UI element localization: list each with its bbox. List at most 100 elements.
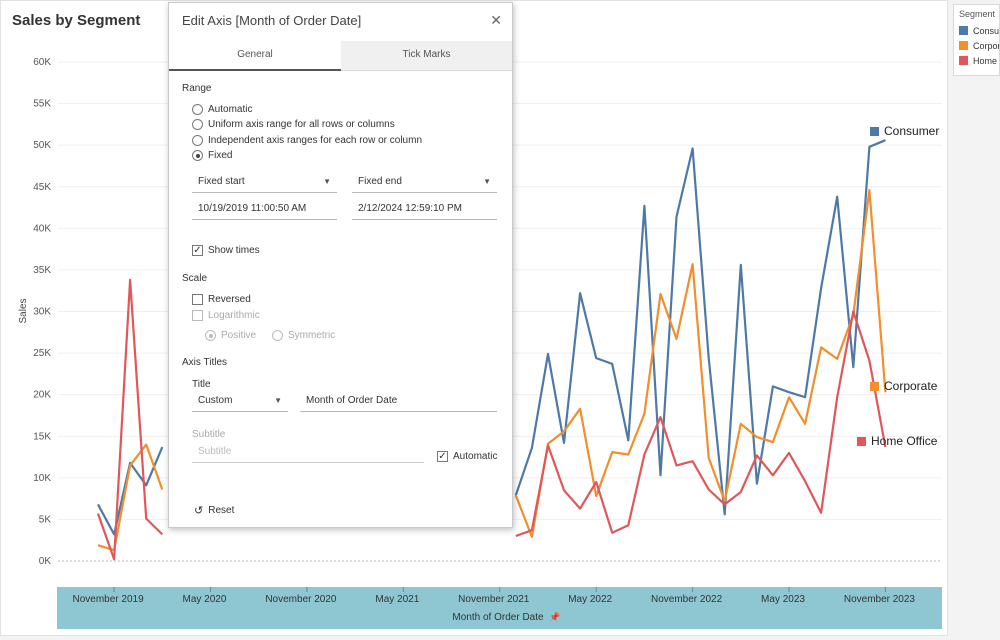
close-icon[interactable]: ✕ <box>490 12 502 28</box>
range-automatic-radio[interactable] <box>192 104 203 115</box>
reset-label: Reset <box>208 505 235 516</box>
x-axis-highlight <box>57 587 942 629</box>
y-tick-label: 50K <box>33 140 51 151</box>
range-uniform-label: Uniform axis range for all rows or colum… <box>208 119 395 130</box>
end-label-consumer-text: Consumer <box>884 124 940 138</box>
series-line-consumer <box>97 139 886 536</box>
title-mode-value: Custom <box>198 395 233 406</box>
legend-item-consumer[interactable]: Consumer <box>954 23 999 38</box>
end-label-corporate: Corporate <box>870 379 937 393</box>
y-tick-label: 60K <box>33 57 51 68</box>
range-fixed-radio[interactable] <box>192 150 203 161</box>
logarithmic-option: Logarithmic <box>192 310 260 321</box>
range-automatic-option[interactable]: Automatic <box>192 104 252 115</box>
chevron-down-icon: ▼ <box>274 396 282 405</box>
range-independent-radio[interactable] <box>192 135 203 146</box>
range-uniform-option[interactable]: Uniform axis range for all rows or colum… <box>192 119 395 130</box>
subtitle-label: Subtitle <box>192 429 226 440</box>
dialog-title: Edit Axis [Month of Order Date] <box>182 13 362 28</box>
scale-section-label: Scale <box>182 273 208 284</box>
legend-title: Segment <box>959 9 996 19</box>
x-tick-label: November 2021 <box>458 594 530 605</box>
fixed-start-dropdown-label: Fixed start <box>198 176 245 187</box>
y-axis-label: Sales <box>18 298 29 323</box>
series-line-corporate <box>97 189 887 552</box>
tab-tick-marks[interactable]: Tick Marks <box>402 49 451 60</box>
y-tick-label: 40K <box>33 223 51 234</box>
legend[interactable]: Segment Consumer Corporate Home Office <box>953 4 1000 76</box>
x-tick-label: May 2021 <box>375 594 419 605</box>
logarithmic-checkbox <box>192 310 203 321</box>
y-tick-label: 30K <box>33 307 51 318</box>
x-tick-label: November 2023 <box>844 594 916 605</box>
tab-general[interactable]: General <box>169 41 341 71</box>
positive-label: Positive <box>221 330 257 341</box>
range-fixed-option[interactable]: Fixed <box>192 150 232 161</box>
y-tick-label: 5K <box>39 514 52 525</box>
legend-item-home-office[interactable]: Home Office <box>954 53 999 68</box>
x-tick-label: May 2023 <box>761 594 805 605</box>
series-line-home-office <box>96 278 887 561</box>
range-fixed-label: Fixed <box>208 150 233 161</box>
x-tick-label: May 2020 <box>183 594 227 605</box>
end-label-corporate-swatch <box>870 381 879 391</box>
title-mode-dropdown[interactable]: Custom ▼ <box>192 392 288 412</box>
fixed-start-dropdown[interactable]: Fixed start ▼ <box>192 173 337 193</box>
range-independent-option[interactable]: Independent axis ranges for each row or … <box>192 135 422 146</box>
fixed-end-dropdown[interactable]: Fixed end ▼ <box>352 173 497 193</box>
legend-swatch-corporate <box>959 41 968 50</box>
subtitle-automatic-label: Automatic <box>453 451 498 462</box>
show-times-label: Show times <box>208 245 260 256</box>
reversed-option[interactable]: Reversed <box>192 294 251 305</box>
reversed-label: Reversed <box>208 294 251 305</box>
legend-item-corporate[interactable]: Corporate <box>954 38 999 53</box>
x-tick-label: May 2022 <box>568 594 612 605</box>
range-uniform-radio[interactable] <box>192 119 203 130</box>
legend-label-corporate: Corporate <box>973 40 1000 51</box>
y-tick-label: 25K <box>33 348 51 359</box>
fixed-end-input[interactable]: 2/12/2024 12:59:10 PM <box>352 200 497 220</box>
title-input[interactable]: Month of Order Date <box>300 392 497 412</box>
legend-label-consumer: Consumer <box>973 25 1000 36</box>
range-independent-label: Independent axis ranges for each row or … <box>208 135 423 146</box>
subtitle-input: Subtitle <box>192 443 424 463</box>
y-tick-label: 45K <box>33 182 51 193</box>
chevron-down-icon: ▼ <box>483 177 491 186</box>
x-tick-label: November 2019 <box>72 594 144 605</box>
y-tick-label: 15K <box>33 431 51 442</box>
end-label-corporate-text: Corporate <box>884 379 938 393</box>
logarithmic-label: Logarithmic <box>208 310 260 321</box>
show-times-checkbox[interactable]: ✓ <box>192 245 203 256</box>
legend-swatch-consumer <box>959 26 968 35</box>
y-tick-label: 20K <box>33 390 51 401</box>
legend-swatch-home-office <box>959 56 968 65</box>
symmetric-label: Symmetric <box>288 330 336 341</box>
chart-title: Sales by Segment <box>12 12 141 29</box>
title-label: Title <box>192 379 211 390</box>
positive-radio <box>205 330 216 341</box>
pin-icon: 📌 <box>549 611 560 623</box>
show-times-option[interactable]: ✓ Show times <box>192 245 260 256</box>
fixed-end-dropdown-label: Fixed end <box>358 176 402 187</box>
y-tick-label: 0K <box>39 556 52 567</box>
reset-button[interactable]: ↺ Reset <box>194 504 234 517</box>
reset-icon: ↺ <box>194 505 204 517</box>
reversed-checkbox[interactable] <box>192 294 203 305</box>
fixed-start-input[interactable]: 10/19/2019 11:00:50 AM <box>192 200 337 220</box>
dialog-tabs: General Tick Marks <box>169 41 512 71</box>
x-axis-label: Month of Order Date <box>452 612 544 623</box>
end-label-home-office-swatch <box>857 436 866 446</box>
symmetric-option: Symmetric <box>272 330 335 341</box>
symmetric-radio <box>272 330 283 341</box>
y-tick-label: 55K <box>33 99 51 110</box>
subtitle-automatic-option[interactable]: ✓ Automatic <box>437 451 497 462</box>
chevron-down-icon: ▼ <box>323 177 331 186</box>
range-automatic-label: Automatic <box>208 104 253 115</box>
range-section-label: Range <box>182 83 212 94</box>
subtitle-automatic-checkbox[interactable]: ✓ <box>437 451 448 462</box>
axis-titles-section-label: Axis Titles <box>182 357 228 368</box>
end-label-consumer: Consumer <box>870 124 939 138</box>
x-tick-label: November 2022 <box>651 594 723 605</box>
y-tick-label: 35K <box>33 265 51 276</box>
end-label-home-office-text: Home Office <box>871 434 938 448</box>
